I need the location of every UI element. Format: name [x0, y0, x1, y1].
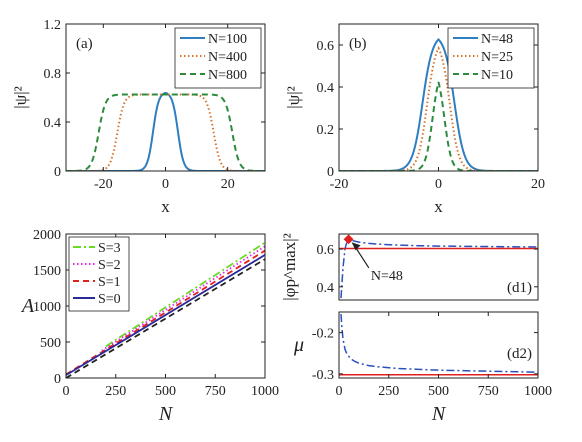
- legend-entry: N=25: [481, 50, 513, 65]
- arrow-head: [351, 242, 361, 251]
- x-tick-label: 750: [478, 384, 499, 399]
- y-tick-label: 0.6: [317, 243, 335, 258]
- x-axis-label: x: [434, 197, 443, 216]
- series-line: [339, 45, 538, 171]
- series-line: [340, 238, 538, 299]
- y-tick-label: 0.6: [317, 39, 335, 54]
- x-axis-label: N: [158, 403, 174, 425]
- y-tick-label: -0.3: [312, 368, 334, 383]
- panel-2: 0 250 500 750 1000 0 500 1000 1500 2000 N A S=3 S=2 S=…: [20, 228, 279, 425]
- x-tick-label: 750: [205, 384, 226, 399]
- series-line: [105, 241, 265, 348]
- legend-entry: N=100: [208, 32, 247, 47]
- x-tick-label: -20: [330, 177, 349, 192]
- x-axis-label: N: [431, 403, 447, 425]
- y-tick-label: 1500: [33, 264, 61, 279]
- series-line: [101, 245, 265, 352]
- peak-marker: [343, 234, 354, 245]
- x-tick-label: 20: [531, 177, 545, 192]
- y-tick-label: 1000: [33, 300, 61, 315]
- y-tick-label: 0.4: [317, 81, 335, 96]
- series-line: [66, 93, 265, 171]
- series-line: [339, 81, 538, 171]
- x-tick-label: 0: [63, 384, 70, 399]
- legend-entry: S=2: [98, 258, 121, 273]
- y-tick-label: 0: [327, 165, 334, 180]
- plot-frame: [338, 233, 539, 301]
- series-line: [66, 254, 265, 376]
- panel-label: (a): [76, 36, 93, 52]
- series-line: [66, 249, 265, 376]
- legend-entry: N=800: [208, 68, 247, 83]
- panel-4: 0 250 500 750 1000 -0.3 -0.2 (d2) μ N: [293, 311, 552, 425]
- x-tick-label: 250: [105, 384, 126, 399]
- y-tick-label: 0: [54, 372, 61, 387]
- panel-0: -20 0 20 0 0.4 0.8 1.2 x |ψ|² (a) N=100 N=400 N=800: [11, 18, 266, 216]
- y-tick-label: -0.2: [312, 327, 334, 342]
- y-tick-label: 0.8: [44, 67, 62, 82]
- x-tick-label: 250: [378, 384, 399, 399]
- legend-entry: S=1: [98, 275, 121, 290]
- y-tick-label: 2000: [33, 228, 61, 243]
- x-tick-label: 0: [162, 177, 169, 192]
- x-tick-label: 500: [155, 384, 176, 399]
- legend-entry: S=0: [98, 292, 121, 307]
- y-tick-label: 0.4: [317, 281, 335, 296]
- x-tick-label: 0: [435, 177, 442, 192]
- y-tick-label: 0.4: [44, 116, 62, 131]
- panel-1: -20 0 2000.20.40.6x|ψ|²(b) N=48N=25N=10: [284, 23, 545, 216]
- annotation-text: N=48: [371, 269, 403, 284]
- y-axis-label: A: [20, 295, 35, 317]
- panel-label: (b): [349, 36, 367, 52]
- series-line: [340, 314, 538, 373]
- x-tick-label: 1000: [524, 384, 552, 399]
- legend-entry: N=48: [481, 32, 513, 47]
- panel-label: (d1): [507, 280, 532, 296]
- plot-frame: [338, 311, 539, 379]
- y-tick-label: 0: [54, 165, 61, 180]
- y-axis-label: |ψ|²: [284, 86, 303, 109]
- x-axis-label: x: [161, 197, 170, 216]
- y-tick-label: 0.2: [317, 123, 335, 138]
- series-line: [66, 91, 265, 171]
- y-tick-label: 1.2: [44, 18, 62, 33]
- x-tick-label: 0: [336, 384, 343, 399]
- panel-3: 0.4 0.6 N=48 (d1) |φp^max|²: [280, 233, 539, 301]
- y-axis-label: |ψ|²: [11, 86, 30, 109]
- series-line: [66, 93, 265, 171]
- y-axis-label: |φp^max|²: [280, 233, 299, 300]
- legend-entry: N=400: [208, 50, 247, 65]
- legend-entry: N=10: [481, 68, 513, 83]
- series-line: [66, 258, 265, 378]
- y-tick-label: 500: [40, 336, 61, 351]
- x-tick-label: 500: [428, 384, 449, 399]
- y-axis-label: μ: [293, 334, 304, 356]
- legend-entry: S=3: [98, 241, 121, 256]
- panel-label: (d2): [507, 346, 532, 362]
- x-tick-label: -20: [94, 177, 113, 192]
- x-tick-label: 1000: [251, 384, 279, 399]
- x-tick-label: 20: [221, 177, 235, 192]
